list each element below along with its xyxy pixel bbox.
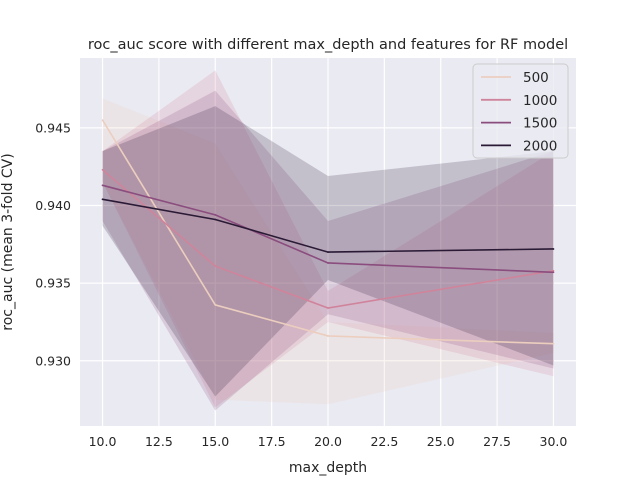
data-point-1500: [101, 184, 104, 187]
legend-label-2000: 2000: [523, 138, 557, 154]
y-axis-ticks: 0.930 0.935 0.940 0.945: [35, 120, 71, 368]
x-tick-label: 22.5: [370, 434, 398, 449]
data-point-1000: [552, 269, 555, 272]
legend-box: [472, 63, 569, 159]
series-line-500: [101, 119, 554, 345]
data-point-1000: [101, 168, 104, 171]
x-axis-label: max_depth: [289, 460, 367, 476]
legend-label-1500: 1500: [523, 116, 557, 132]
x-tick-label: 10.0: [89, 434, 117, 449]
data-point-1500: [214, 213, 217, 216]
data-point-2000: [327, 251, 329, 253]
data-point-500: [552, 342, 555, 345]
data-point-1500: [327, 262, 329, 264]
chart-title: roc_auc score with different max_depth a…: [88, 37, 568, 53]
series-line-2000: [102, 198, 554, 253]
data-point-1000: [327, 307, 329, 309]
y-tick-label: 0.935: [35, 276, 71, 291]
data-point-2000: [214, 218, 217, 221]
y-tick-label: 0.940: [35, 198, 71, 213]
x-tick-label: 17.5: [258, 434, 286, 449]
x-tick-label: 20.0: [314, 434, 342, 449]
y-axis-label: roc_auc (mean 3-fold CV): [0, 153, 16, 330]
x-tick-label: 15.0: [201, 434, 229, 449]
y-tick-label: 0.930: [35, 353, 71, 368]
legend-label-500: 500: [523, 70, 549, 86]
y-tick-label: 0.945: [35, 120, 71, 135]
legend-label-1000: 1000: [523, 93, 557, 109]
data-point-2000: [552, 248, 555, 250]
ci-band-1500: [102, 90, 554, 411]
x-tick-label: 25.0: [427, 434, 455, 449]
series-line-1000: [102, 169, 554, 309]
data-point-500: [101, 119, 104, 122]
legend: 500 1000 1500 2000: [472, 63, 569, 159]
data-point-1500: [552, 271, 555, 274]
data-point-500: [214, 303, 217, 306]
series-lines: [101, 119, 555, 345]
ci-band-1000: [102, 70, 554, 408]
ci-band-500: [102, 98, 554, 405]
x-tick-label: 30.0: [540, 434, 568, 449]
series-line-1500: [102, 184, 554, 274]
x-tick-label: 27.5: [483, 434, 511, 449]
data-point-2000: [101, 198, 104, 201]
data-point-1000: [214, 265, 217, 267]
x-tick-label: 12.5: [145, 434, 173, 449]
x-axis-ticks: 10.0 12.5 15.0 17.5 20.0 22.5 25.0 27.5 30.0: [89, 434, 568, 449]
data-point-500: [327, 335, 329, 337]
